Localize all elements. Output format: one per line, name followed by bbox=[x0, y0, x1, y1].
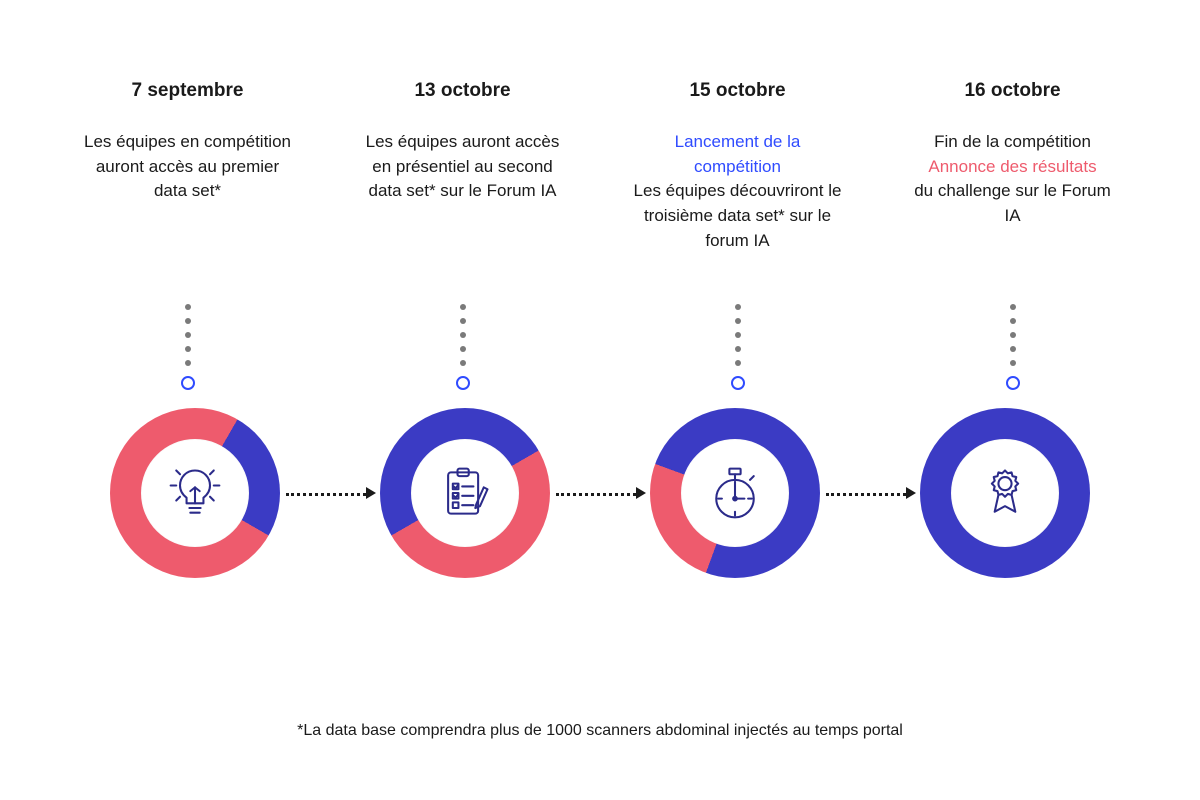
step-1-marker bbox=[181, 376, 195, 390]
donut-4-inner bbox=[951, 439, 1059, 547]
donut-1-inner bbox=[141, 439, 249, 547]
lightbulb-icon bbox=[165, 463, 225, 523]
step-4-desc-segment-0: Fin de la compétition bbox=[908, 130, 1118, 155]
step-4-marker bbox=[1006, 376, 1020, 390]
donut-2 bbox=[380, 408, 550, 578]
step-1-dots bbox=[185, 304, 191, 366]
step-3-date: 15 octobre bbox=[689, 80, 785, 102]
step-4-desc: Fin de la compétitionAnnonce des résulta… bbox=[908, 130, 1118, 298]
step-2-date: 13 octobre bbox=[414, 80, 510, 102]
award-icon bbox=[975, 463, 1035, 523]
step-1-desc: Les équipes en compétition auront accès … bbox=[83, 130, 293, 298]
donut-row bbox=[0, 408, 1200, 578]
connector-3 bbox=[826, 493, 906, 496]
step-4-date: 16 octobre bbox=[964, 80, 1060, 102]
step-4: 16 octobre Fin de la compétitionAnnonce … bbox=[885, 80, 1140, 408]
step-3-desc-segment-1: Les équipes découvriront le troisième da… bbox=[633, 179, 843, 253]
step-3-dots bbox=[735, 304, 741, 366]
donut-4 bbox=[920, 408, 1090, 578]
connector-1-arrow bbox=[366, 487, 376, 499]
connector-3-arrow bbox=[906, 487, 916, 499]
footnote: *La data base comprendra plus de 1000 sc… bbox=[0, 722, 1200, 740]
checklist-icon bbox=[435, 463, 495, 523]
step-4-dots bbox=[1010, 304, 1016, 366]
step-2-desc-segment-0: Les équipes auront accès en présentiel a… bbox=[358, 130, 568, 204]
donut-1 bbox=[110, 408, 280, 578]
step-3: 15 octobre Lancement de la compétitionLe… bbox=[610, 80, 865, 408]
step-4-desc-segment-1: Annonce des résultats bbox=[908, 155, 1118, 180]
step-1-date: 7 septembre bbox=[132, 80, 244, 102]
connector-2-arrow bbox=[636, 487, 646, 499]
connector-1 bbox=[286, 493, 366, 496]
step-3-desc-segment-0: Lancement de la compétition bbox=[633, 130, 843, 179]
donut-3-inner bbox=[681, 439, 789, 547]
donut-2-inner bbox=[411, 439, 519, 547]
step-1-desc-segment-0: Les équipes en compétition auront accès … bbox=[83, 130, 293, 204]
connector-2 bbox=[556, 493, 636, 496]
step-4-desc-segment-2: du challenge sur le Forum IA bbox=[908, 179, 1118, 228]
step-3-marker bbox=[731, 376, 745, 390]
timeline-header-row: 7 septembre Les équipes en compétition a… bbox=[0, 0, 1200, 408]
step-2: 13 octobre Les équipes auront accès en p… bbox=[335, 80, 590, 408]
donut-3 bbox=[650, 408, 820, 578]
step-3-desc: Lancement de la compétitionLes équipes d… bbox=[633, 130, 843, 298]
step-1: 7 septembre Les équipes en compétition a… bbox=[60, 80, 315, 408]
step-2-dots bbox=[460, 304, 466, 366]
stopwatch-icon bbox=[705, 463, 765, 523]
step-2-desc: Les équipes auront accès en présentiel a… bbox=[358, 130, 568, 298]
step-2-marker bbox=[456, 376, 470, 390]
